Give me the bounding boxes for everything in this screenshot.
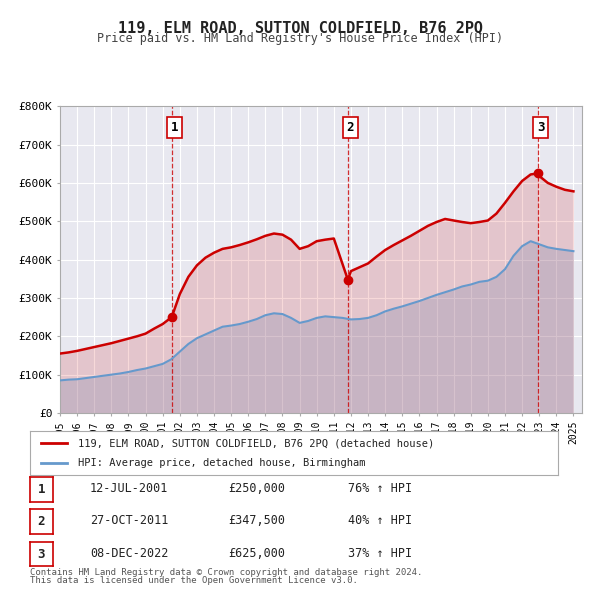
- Text: 119, ELM ROAD, SUTTON COLDFIELD, B76 2PQ: 119, ELM ROAD, SUTTON COLDFIELD, B76 2PQ: [118, 21, 482, 35]
- Text: £250,000: £250,000: [228, 482, 285, 495]
- Text: £347,500: £347,500: [228, 514, 285, 527]
- Text: 119, ELM ROAD, SUTTON COLDFIELD, B76 2PQ (detached house): 119, ELM ROAD, SUTTON COLDFIELD, B76 2PQ…: [77, 438, 434, 448]
- Text: 08-DEC-2022: 08-DEC-2022: [90, 547, 169, 560]
- Text: Contains HM Land Registry data © Crown copyright and database right 2024.: Contains HM Land Registry data © Crown c…: [30, 568, 422, 577]
- Text: 2: 2: [38, 515, 45, 528]
- Text: 12-JUL-2001: 12-JUL-2001: [90, 482, 169, 495]
- Text: 76% ↑ HPI: 76% ↑ HPI: [348, 482, 412, 495]
- Text: 1: 1: [38, 483, 45, 496]
- Text: £625,000: £625,000: [228, 547, 285, 560]
- Text: 40% ↑ HPI: 40% ↑ HPI: [348, 514, 412, 527]
- Text: 3: 3: [537, 121, 544, 134]
- Text: This data is licensed under the Open Government Licence v3.0.: This data is licensed under the Open Gov…: [30, 576, 358, 585]
- Text: 1: 1: [170, 121, 178, 134]
- Text: Price paid vs. HM Land Registry's House Price Index (HPI): Price paid vs. HM Land Registry's House …: [97, 32, 503, 45]
- Text: 2: 2: [347, 121, 354, 134]
- Text: 37% ↑ HPI: 37% ↑ HPI: [348, 547, 412, 560]
- Text: 3: 3: [38, 548, 45, 560]
- Text: 27-OCT-2011: 27-OCT-2011: [90, 514, 169, 527]
- Text: HPI: Average price, detached house, Birmingham: HPI: Average price, detached house, Birm…: [77, 458, 365, 467]
